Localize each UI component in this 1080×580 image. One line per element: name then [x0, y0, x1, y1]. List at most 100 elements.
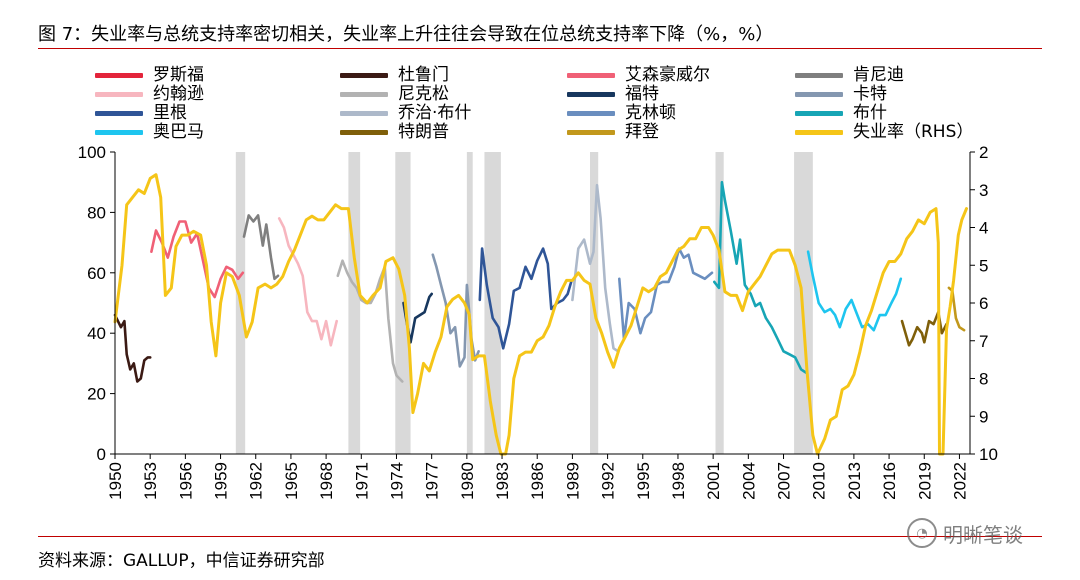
- x-tick-label: 2016: [880, 462, 899, 500]
- x-tick-label: 1956: [176, 462, 195, 500]
- legend-item: 艾森豪威尔: [567, 65, 710, 85]
- legend-item: 肯尼迪: [795, 65, 904, 85]
- y-tick-label: 100: [78, 143, 106, 162]
- legend-label: 福特: [625, 84, 659, 104]
- legend-label: 特朗普: [398, 122, 449, 142]
- series-line: [113, 173, 968, 456]
- legend-swatch: [795, 91, 843, 97]
- legend-label: 卡特: [853, 84, 887, 104]
- y2-tick-label: 4: [979, 219, 988, 238]
- x-tick-label: 1962: [247, 462, 266, 500]
- recession-band: [348, 152, 361, 454]
- x-tick-label: 1965: [282, 462, 301, 500]
- x-tick-label: 1959: [212, 462, 231, 500]
- legend-swatch: [95, 110, 143, 116]
- legend-label: 罗斯福: [153, 65, 204, 85]
- y2-tick-label: 10: [979, 445, 998, 464]
- legend-swatch: [340, 110, 388, 116]
- series-line: [618, 247, 714, 341]
- legend-item: 约翰逊: [95, 84, 204, 104]
- x-tick-label: 1980: [458, 462, 477, 500]
- legend-item: 杜鲁门: [340, 65, 449, 85]
- figure-title: 图 7：失业率与总统支持率密切相关，失业率上升往往会导致在位总统支持率下降（%，…: [38, 24, 774, 45]
- legend-swatch: [95, 129, 143, 135]
- x-tick-label: 1995: [634, 462, 653, 500]
- y2-tick-label: 3: [979, 181, 988, 200]
- legend-swatch: [567, 72, 615, 78]
- x-tick-label: 1986: [528, 462, 547, 500]
- y-tick-label: 80: [87, 203, 106, 222]
- legend-swatch: [567, 91, 615, 97]
- legend-item: 卡特: [795, 84, 887, 104]
- series-line: [571, 183, 620, 353]
- legend-swatch: [340, 72, 388, 78]
- legend-swatch: [340, 129, 388, 135]
- legend-swatch: [795, 72, 843, 78]
- series-line: [806, 250, 903, 332]
- recession-band: [715, 152, 724, 454]
- y-tick-label: 40: [87, 324, 106, 343]
- x-tick-label: 2013: [845, 462, 864, 500]
- legend-item: 福特: [567, 84, 659, 104]
- legend-label: 尼克松: [398, 84, 449, 104]
- legend-swatch: [95, 91, 143, 97]
- x-tick-label: 1953: [141, 462, 160, 500]
- y-tick-label: 60: [87, 264, 106, 283]
- legend-label: 失业率（RHS）: [853, 122, 974, 142]
- legend-label: 克林顿: [625, 103, 676, 123]
- legend-swatch: [567, 110, 615, 116]
- legend-item: 乔治·布什: [340, 103, 471, 123]
- legend-item: 失业率（RHS）: [795, 122, 973, 142]
- x-tick-label: 1998: [669, 462, 688, 500]
- legend-label: 乔治·布什: [398, 103, 472, 123]
- x-tick-label: 2001: [704, 462, 723, 500]
- series-line: [336, 259, 404, 383]
- series-lines: [113, 173, 968, 456]
- y2-tick-label: 2: [979, 143, 988, 162]
- series-line: [713, 180, 808, 374]
- legend-label: 杜鲁门: [398, 65, 449, 85]
- watermark: ◔ 明晰笔谈: [907, 518, 1023, 548]
- x-tick-label: 2004: [739, 462, 758, 500]
- legend-swatch: [340, 91, 388, 97]
- legend-item: 拜登: [567, 122, 659, 142]
- legend-label: 约翰逊: [153, 84, 204, 104]
- legend-item: 里根: [95, 103, 187, 123]
- x-tick-label: 2010: [810, 462, 829, 500]
- legend-item: 尼克松: [340, 84, 449, 104]
- legend-label: 肯尼迪: [853, 65, 904, 85]
- y2-tick-label: 8: [979, 370, 988, 389]
- source-note: 资料来源：GALLUP，中信证券研究部: [38, 551, 325, 571]
- y-tick-label: 0: [97, 445, 106, 464]
- legend-label: 拜登: [625, 122, 659, 142]
- x-tick-label: 2019: [915, 462, 934, 500]
- legend-swatch: [95, 72, 143, 78]
- x-tick-label: 1950: [106, 462, 125, 500]
- legend-item: 布什: [795, 103, 887, 123]
- x-tick-label: 2022: [950, 462, 969, 500]
- series-line: [242, 214, 280, 281]
- x-tick-label: 1992: [599, 462, 618, 500]
- series-line: [113, 313, 152, 383]
- legend-item: 罗斯福: [95, 65, 204, 85]
- legend-item: 奥巴马: [95, 122, 204, 142]
- legend-label: 布什: [853, 103, 887, 123]
- legend-swatch: [795, 129, 843, 135]
- x-tick-label: 2007: [775, 462, 794, 500]
- recession-band: [466, 152, 473, 454]
- x-tick-label: 1983: [493, 462, 512, 500]
- legend-swatch: [567, 129, 615, 135]
- legend-label: 奥巴马: [153, 122, 204, 142]
- legend-item: 特朗普: [340, 122, 449, 142]
- chart: 0 20 40 60 80 100 2 3 4 5 6 7 8 9 10 1950 1953 1956 1959 19…: [78, 143, 998, 500]
- legend-swatch: [795, 110, 843, 116]
- x-tick-label: 1974: [387, 462, 406, 500]
- x-tick-label: 1971: [352, 462, 371, 500]
- wechat-icon: ◔: [907, 518, 937, 548]
- recession-bands: [235, 152, 813, 454]
- legend-label: 艾森豪威尔: [625, 65, 710, 85]
- legend-item: 克林顿: [567, 103, 676, 123]
- x-tick-label: 1968: [317, 462, 336, 500]
- legend: 罗斯福 杜鲁门 艾森豪威尔 肯尼迪约翰逊 尼克松 福特 卡特里根 乔治·布什 克林顿 布什奥巴马 特…: [95, 65, 1055, 145]
- series-line: [277, 217, 338, 347]
